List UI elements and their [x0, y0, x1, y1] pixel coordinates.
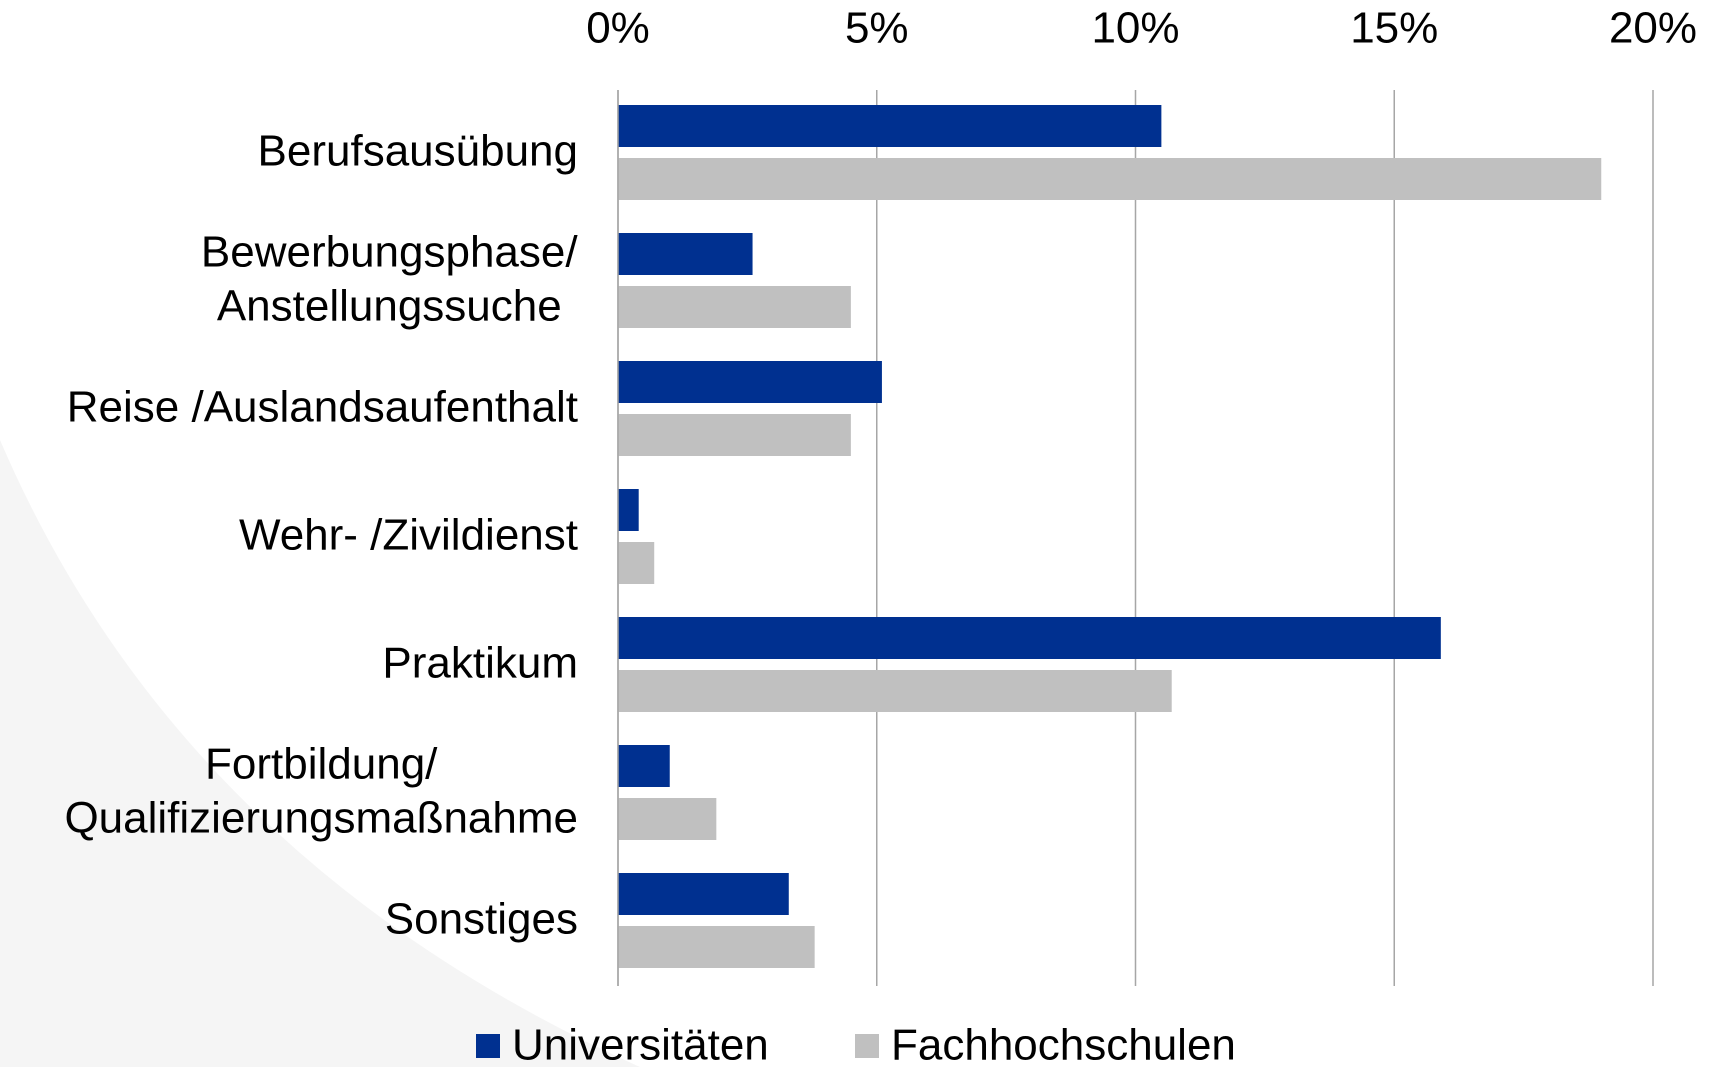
- y-tick-label: Sonstiges: [385, 895, 578, 944]
- legend-label: Fachhochschulen: [891, 1021, 1236, 1067]
- bar: [618, 105, 1162, 147]
- bar: [618, 617, 1441, 659]
- bar: [618, 798, 717, 840]
- bar: [618, 926, 815, 968]
- legend-swatch: [855, 1034, 879, 1058]
- y-tick-label: Fortbildung/: [205, 740, 438, 789]
- bar: [618, 414, 851, 456]
- x-tick-label: 15%: [1350, 4, 1438, 53]
- bar: [618, 233, 753, 275]
- y-tick-label: Bewerbungsphase/: [201, 228, 578, 277]
- bar: [618, 542, 655, 584]
- background-curve: [0, 440, 640, 1067]
- bar: [618, 670, 1172, 712]
- legend-label: Universitäten: [512, 1021, 769, 1067]
- bar: [618, 361, 882, 403]
- bar: [618, 745, 670, 787]
- y-tick-label: Wehr- /Zivildienst: [239, 511, 578, 560]
- legend-swatch: [476, 1034, 500, 1058]
- y-tick-label: Anstellungssuche: [217, 282, 562, 331]
- bar: [618, 873, 789, 915]
- bar: [618, 158, 1602, 200]
- y-tick-label: Qualifizierungsmaßnahme: [64, 794, 578, 843]
- y-tick-label: Praktikum: [382, 639, 578, 688]
- bar: [618, 286, 851, 328]
- x-tick-label: 10%: [1091, 4, 1179, 53]
- x-tick-label: 20%: [1609, 4, 1697, 53]
- y-tick-label: Berufsausübung: [258, 127, 578, 176]
- bar: [618, 489, 639, 531]
- x-tick-label: 0%: [586, 4, 650, 53]
- y-tick-label: Reise /Auslandsaufenthalt: [67, 383, 578, 432]
- x-tick-label: 5%: [845, 4, 909, 53]
